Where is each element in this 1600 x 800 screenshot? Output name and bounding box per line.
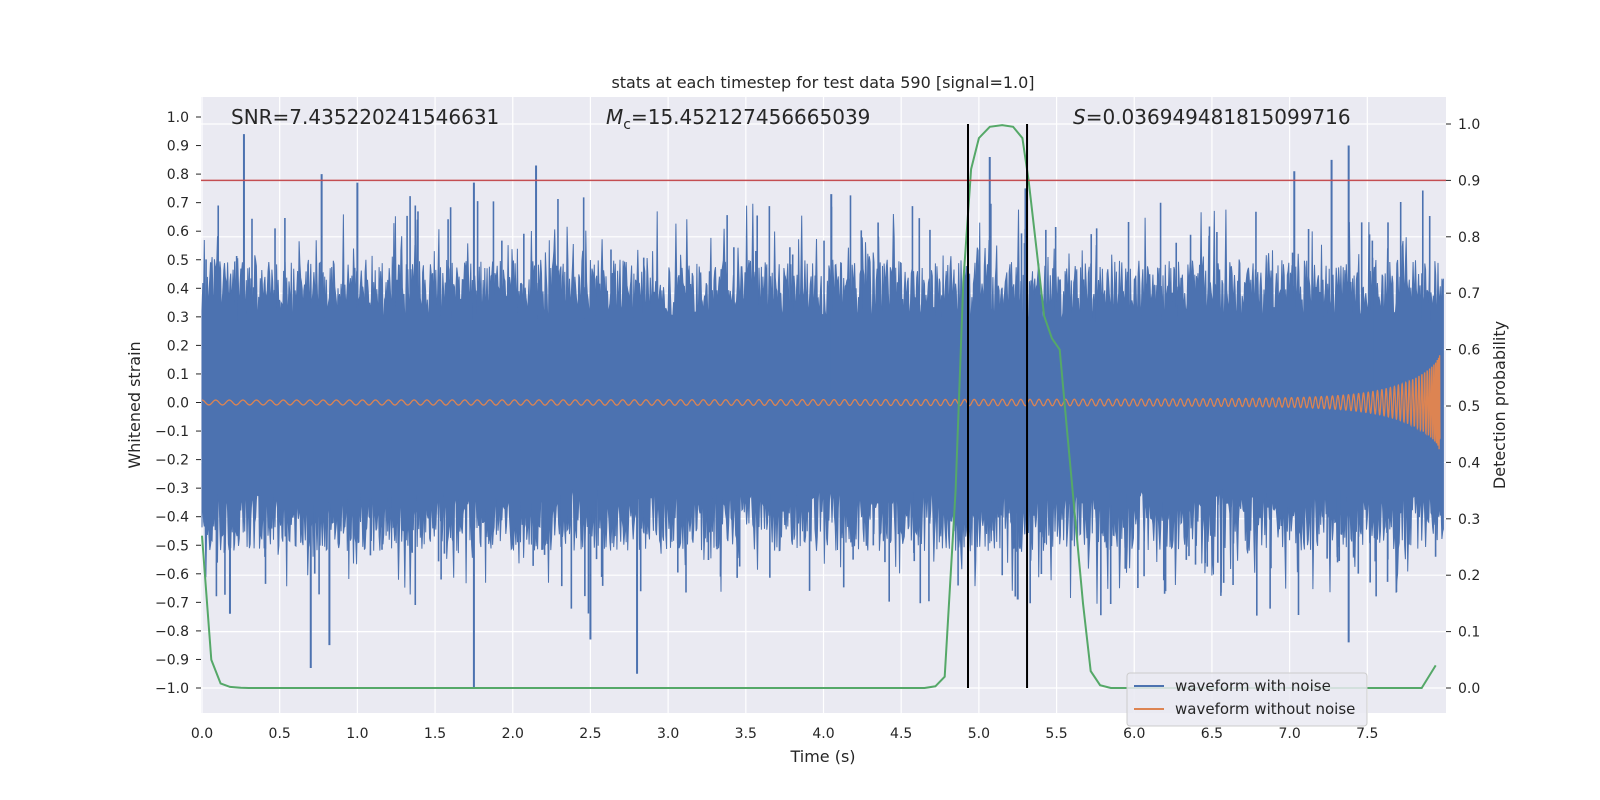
y2-tick-label: 0.8 (1458, 230, 1480, 246)
y-tick-label: 0.4 (167, 281, 189, 297)
s-value: =0.036949481815099716 (1086, 105, 1351, 129)
noise-spikes (205, 134, 1437, 688)
legend: waveform with noise waveform without noi… (1126, 672, 1368, 727)
y-tick-label: 0.3 (167, 310, 189, 326)
y-tick-label: 0.6 (167, 224, 189, 240)
y-tick-label: −0.4 (155, 510, 189, 526)
y-tick-label: 0.1 (167, 367, 189, 383)
y-tick-label: −0.6 (155, 567, 189, 583)
y-tick-label: 0.7 (167, 196, 189, 212)
y2-tick-label: 0.4 (1458, 455, 1480, 471)
y2-tick-label: 0.6 (1458, 343, 1480, 359)
x-tick-label: 2.5 (579, 726, 601, 742)
y-tick-label: 0.8 (167, 167, 189, 183)
y2-tick-label: 1.0 (1458, 117, 1480, 133)
y-axis-label: Whitened strain (125, 341, 144, 468)
y2-axis-label: Detection probability (1490, 321, 1509, 489)
x-tick-label: 6.0 (1123, 726, 1145, 742)
legend-label-clean: waveform without noise (1175, 700, 1355, 718)
y-tick-label: −0.2 (155, 453, 189, 469)
y-tick-label: 0.0 (167, 396, 189, 412)
y2-tick-label: 0.9 (1458, 173, 1480, 189)
s-annotation: S=0.036949481815099716 (1073, 105, 1351, 129)
x-tick-label: 4.5 (890, 726, 912, 742)
y-axis-ticks: 1.0 0.9 0.8 0.7 0.6 0.5 0.4 0.3 0.2 0.1 0.0 −0.1 −0.… (155, 110, 201, 697)
x-tick-label: 6.5 (1201, 726, 1223, 742)
x-tick-label: 0.0 (191, 726, 213, 742)
y2-tick-label: 0.0 (1458, 681, 1480, 697)
chirp-mass-symbol: M (606, 105, 623, 129)
x-tick-label: 5.5 (1045, 726, 1067, 742)
y2-tick-label: 0.5 (1458, 399, 1480, 415)
y-tick-label: −0.9 (155, 652, 189, 668)
chirp-mass-subscript: c (623, 117, 631, 133)
y2-tick-label: 0.3 (1458, 512, 1480, 528)
y-tick-label: −0.8 (155, 624, 189, 640)
x-tick-label: 3.5 (735, 726, 757, 742)
s-symbol: S (1073, 105, 1086, 129)
x-tick-label: 0.5 (269, 726, 291, 742)
x-tick-label: 7.5 (1356, 726, 1378, 742)
y-tick-label: −0.3 (155, 481, 189, 497)
x-axis-ticks: 0.0 0.5 1.0 1.5 2.0 2.5 3.0 3.5 4.0 4.5 5.0 5.5 6.0 6… (191, 726, 1379, 742)
x-tick-label: 1.0 (346, 726, 368, 742)
legend-box (1126, 672, 1368, 727)
noise-band (201, 203, 1444, 604)
y-tick-label: −1.0 (155, 681, 189, 697)
x-tick-label: 7.0 (1278, 726, 1300, 742)
legend-label-noise: waveform with noise (1175, 677, 1331, 695)
x-tick-label: 2.0 (502, 726, 524, 742)
x-axis-label: Time (s) (789, 747, 855, 766)
y-tick-label: −0.5 (155, 538, 189, 554)
x-tick-label: 1.5 (424, 726, 446, 742)
y-tick-label: 0.9 (167, 139, 189, 155)
detection-probability-line (201, 124, 1437, 689)
chirp-mass-value: =15.452127456665039 (631, 105, 870, 129)
x-tick-label: 5.0 (968, 726, 990, 742)
y-tick-label: −0.1 (155, 424, 189, 440)
y-tick-label: 0.2 (167, 338, 189, 354)
chart-title: stats at each timestep for test data 590… (611, 73, 1034, 92)
clean-waveform-line (201, 355, 1441, 450)
y2-tick-label: 0.1 (1458, 625, 1480, 641)
x-tick-label: 3.0 (657, 726, 679, 742)
x-tick-label: 4.0 (812, 726, 834, 742)
y2-axis-ticks: 1.0 0.9 0.8 0.7 0.6 0.5 0.4 0.3 0.2 0.1 0.0 (1446, 117, 1480, 697)
y-tick-label: 0.5 (167, 253, 189, 269)
y-tick-label: 1.0 (167, 110, 189, 126)
y-tick-label: −0.7 (155, 595, 189, 611)
snr-annotation: SNR=7.435220241546631 (231, 105, 499, 129)
y2-tick-label: 0.7 (1458, 286, 1480, 302)
plot-clip (201, 124, 1446, 689)
y2-tick-label: 0.2 (1458, 568, 1480, 584)
chirp-mass-annotation: Mc=15.452127456665039 (606, 105, 870, 133)
